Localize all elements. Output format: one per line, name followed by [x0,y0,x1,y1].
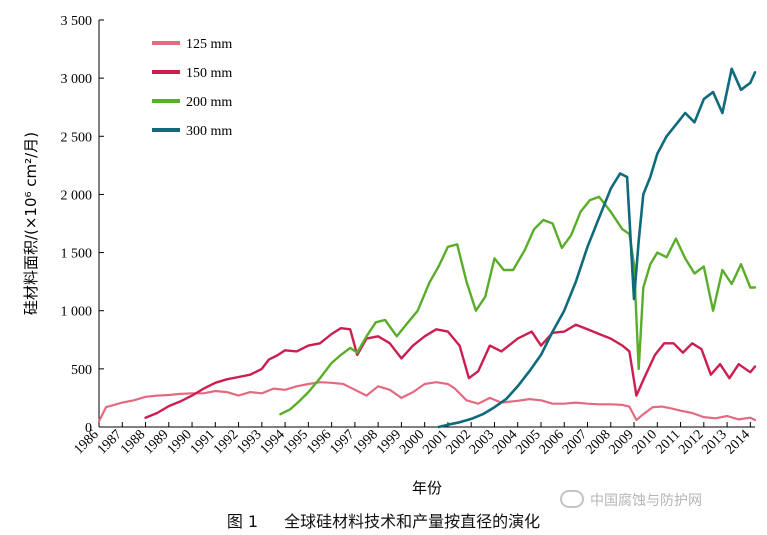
x-tick-label: 2006 [537,427,567,457]
x-tick-label: 2000 [397,427,427,457]
wechat-icon [560,490,584,508]
x-tick-label: 2005 [513,427,543,457]
y-tick-label: 500 [71,363,92,378]
x-tick-label: 1991 [188,427,218,457]
x-tick-label: 1987 [95,427,125,457]
legend-label: 150 mm [186,66,232,81]
watermark-text: 中国腐蚀与防护网 [590,493,702,509]
series-line-150-mm [144,323,757,419]
figure-caption: 图 1 全球硅材料技术和产量按直径的演化 [0,508,767,532]
y-axis-title: 硅材料面积/(×10⁶ cm²/月) [22,132,40,315]
x-tick-label: 2007 [560,427,590,457]
x-tick-label: 1992 [211,427,241,457]
x-tick-label: 2011 [653,427,683,457]
x-tick-label: 1993 [234,427,264,457]
x-tick-label: 1990 [164,427,194,457]
x-tick-label: 2003 [467,427,497,457]
y-tick-label: 2 500 [61,130,93,145]
x-axis-title: 年份 [412,479,442,497]
watermark: 中国腐蚀与防护网 [560,490,702,510]
caption-text: 全球硅材料技术和产量按直径的演化 [284,512,541,531]
x-tick-label: 1988 [118,427,148,457]
x-tick-label: 2004 [490,427,520,457]
x-tick-label: 1997 [327,427,357,457]
x-tick-label: 2008 [583,427,613,457]
series-line-125-mm [97,381,757,423]
x-tick-label: 2009 [606,427,636,457]
legend-label: 300 mm [186,124,232,139]
x-tick-label: 1995 [281,427,311,457]
x-tick-label: 2001 [420,427,450,457]
y-tick-label: 0 [85,421,92,436]
figure-number: 图 1 [226,512,259,531]
series-line-300-mm [437,67,757,429]
x-tick-label: 2010 [630,427,660,457]
x-tick-label: 2013 [700,427,730,457]
x-tick-label: 1994 [258,427,288,457]
y-tick-label: 2 000 [61,188,93,203]
x-tick-label: 1996 [304,427,334,457]
y-tick-label: 1 500 [61,247,93,262]
legend-label: 125 mm [186,37,232,52]
y-tick-label: 3 000 [61,72,93,87]
x-tick-label: 2014 [723,427,753,457]
x-tick-label: 1998 [351,427,381,457]
y-tick-label: 1 000 [61,305,93,320]
y-ticks: 0 500 1 000 1 500 2 000 2 500 3 000 3 500 [61,14,104,436]
x-tick-label: 2012 [676,427,706,457]
x-tick-label: 2002 [444,427,474,457]
y-tick-label: 3 500 [61,14,93,29]
x-tick-label: 1986 [71,427,101,457]
series-layer [97,67,757,429]
legend-label: 200 mm [186,95,232,110]
x-tick-label: 1999 [374,427,404,457]
x-tick-label: 1989 [141,427,171,457]
series-line-200-mm [279,195,757,416]
legend: 125 mm 150 mm 200 mm 300 mm [152,37,232,139]
